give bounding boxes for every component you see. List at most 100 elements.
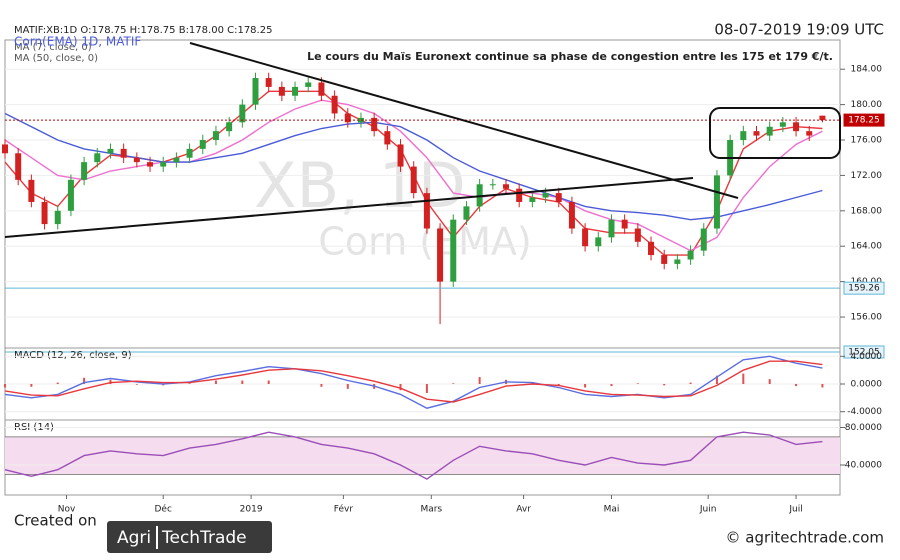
candle-body — [160, 162, 167, 167]
candle-body — [120, 148, 127, 158]
site: © agritechtrade.com — [726, 529, 884, 547]
candle-body — [648, 241, 655, 256]
candle-body — [173, 157, 180, 163]
price-label: 159.26 — [848, 284, 880, 294]
candle-body — [15, 153, 22, 180]
candle-body — [318, 82, 325, 96]
candle-body — [239, 104, 246, 123]
y-tick-label: 180.00 — [851, 100, 883, 110]
candle-body — [753, 131, 760, 136]
candle-body — [67, 179, 74, 211]
candle-body — [292, 86, 299, 96]
candle-body — [437, 228, 444, 282]
x-tick-label: Déc — [154, 504, 171, 515]
candle-body — [542, 193, 549, 198]
x-tick-label: Févr — [334, 504, 354, 515]
rsi-band — [5, 436, 840, 475]
candle-body — [423, 193, 430, 229]
candle-body — [819, 115, 826, 121]
x-tick-label: Avr — [516, 505, 531, 515]
candle-body — [634, 228, 641, 242]
y-tick-label: 164.00 — [851, 242, 883, 252]
series-line — [4, 360, 823, 403]
y-tick-label: 4.0000 — [851, 352, 883, 362]
y-tick-label: 176.00 — [851, 136, 883, 146]
series-line — [4, 99, 823, 252]
candle-body — [713, 175, 720, 229]
candle-body — [700, 228, 707, 251]
trend-line — [4, 177, 694, 238]
candle-body — [252, 78, 259, 105]
candle-body — [489, 184, 496, 186]
logo-text: TechTrade — [161, 528, 247, 548]
candle-body — [94, 153, 101, 163]
candle-body — [186, 148, 193, 158]
x-tick-label: Juil — [788, 505, 802, 515]
candle-body — [81, 162, 88, 180]
watermark: XB, 1D — [254, 149, 466, 222]
y-tick-label: 184.00 — [851, 65, 883, 75]
candle-body — [595, 237, 602, 247]
candle-body — [674, 259, 681, 264]
price-label: 178.25 — [848, 116, 880, 126]
candle-body — [212, 131, 219, 141]
candle-body — [687, 250, 694, 260]
candle-body — [608, 219, 615, 238]
annotation: Le cours du Maïs Euronext continue sa ph… — [307, 50, 833, 63]
candle-body — [133, 157, 140, 163]
candle-body — [344, 113, 351, 123]
legend-text: Corn(EMA) 1D, MATIF — [14, 35, 141, 49]
panel-title: MACD (12, 26, close, 9) — [14, 350, 132, 361]
y-tick-label: 168.00 — [851, 206, 883, 216]
candle-body — [107, 148, 114, 154]
price-label-box — [843, 281, 885, 295]
logo-box — [107, 521, 272, 553]
candle-body — [28, 179, 35, 202]
candle-body — [516, 188, 523, 202]
candle-body — [371, 117, 378, 132]
price-label: 152.05 — [848, 347, 880, 357]
series-line — [4, 112, 823, 221]
y-tick-label: 172.00 — [851, 171, 883, 181]
x-tick-label: Juin — [699, 505, 717, 515]
price-label-box — [843, 113, 885, 127]
y-tick-label: 0.0000 — [851, 380, 883, 390]
candle-body — [621, 219, 628, 229]
candle-body — [740, 131, 747, 141]
candle-body — [397, 144, 404, 167]
candle-body — [357, 117, 364, 123]
candle-body — [2, 144, 8, 154]
candle-body — [766, 126, 773, 136]
candle-body — [503, 184, 509, 189]
logo-text: Agri — [117, 528, 151, 548]
candle-body — [41, 201, 48, 225]
y-tick-label: 40.0000 — [845, 461, 882, 471]
legend-entry: MA (7, close, 0) — [14, 42, 92, 53]
candle-body — [384, 131, 391, 145]
candle-body — [661, 255, 668, 264]
ohlc-header: MATIF:XB:1D O:178.75 H:178.75 B:178.00 C… — [14, 25, 272, 36]
created-on: Created on — [14, 512, 97, 530]
plot-area: 156.00160.00164.00168.00172.00176.00180.… — [2, 39, 885, 515]
price-label-box — [843, 345, 885, 359]
candle-body — [199, 140, 206, 149]
candle-body — [779, 122, 786, 127]
candle-body — [793, 122, 800, 132]
trend-line — [189, 42, 739, 199]
timestamp: 08-07-2019 19:09 UTC — [714, 21, 884, 39]
series-line — [4, 431, 823, 480]
legend-entry: MA (50, close, 0) — [14, 53, 98, 64]
candle-body — [305, 82, 312, 87]
candle-body — [226, 122, 233, 132]
candle-body — [410, 166, 417, 194]
candle-body — [568, 201, 575, 229]
candle-body — [806, 131, 813, 136]
range-box — [709, 107, 841, 159]
candle-body — [450, 219, 457, 282]
candle-body — [463, 206, 470, 220]
candle-body — [54, 210, 61, 225]
candle-body — [147, 162, 154, 167]
y-tick-label: 80.0000 — [845, 423, 882, 433]
candle-body — [265, 78, 272, 87]
